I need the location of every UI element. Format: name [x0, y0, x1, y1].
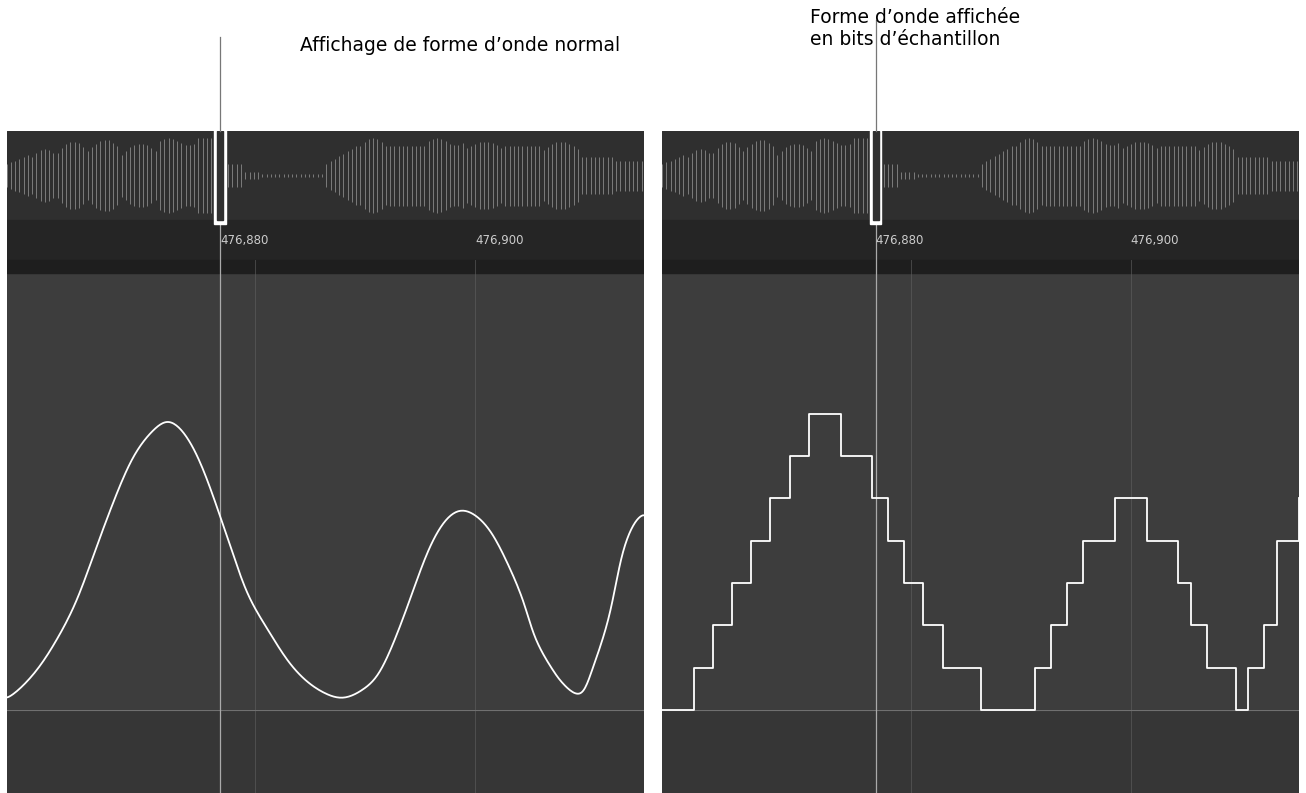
Bar [662, 220, 1299, 260]
Bar [662, 711, 1299, 793]
Bar [662, 274, 1299, 793]
Bar [7, 274, 644, 793]
Text: 476,880: 476,880 [219, 234, 269, 247]
Bar [662, 260, 1299, 274]
Bar [7, 220, 644, 260]
Bar [870, 128, 882, 224]
Text: Forme d’onde affichée
en bits d’échantillon: Forme d’onde affichée en bits d’échantil… [810, 8, 1020, 49]
Text: 476,900: 476,900 [475, 234, 524, 247]
Bar [7, 260, 644, 274]
Bar [214, 128, 226, 224]
Bar [7, 131, 644, 220]
Bar [872, 131, 879, 220]
Text: 476,900: 476,900 [1131, 234, 1179, 247]
Bar [662, 131, 1299, 220]
Text: Affichage de forme d’onde normal: Affichage de forme d’onde normal [300, 36, 620, 55]
Bar [217, 131, 223, 220]
Text: 476,880: 476,880 [875, 234, 925, 247]
Bar [7, 711, 644, 793]
